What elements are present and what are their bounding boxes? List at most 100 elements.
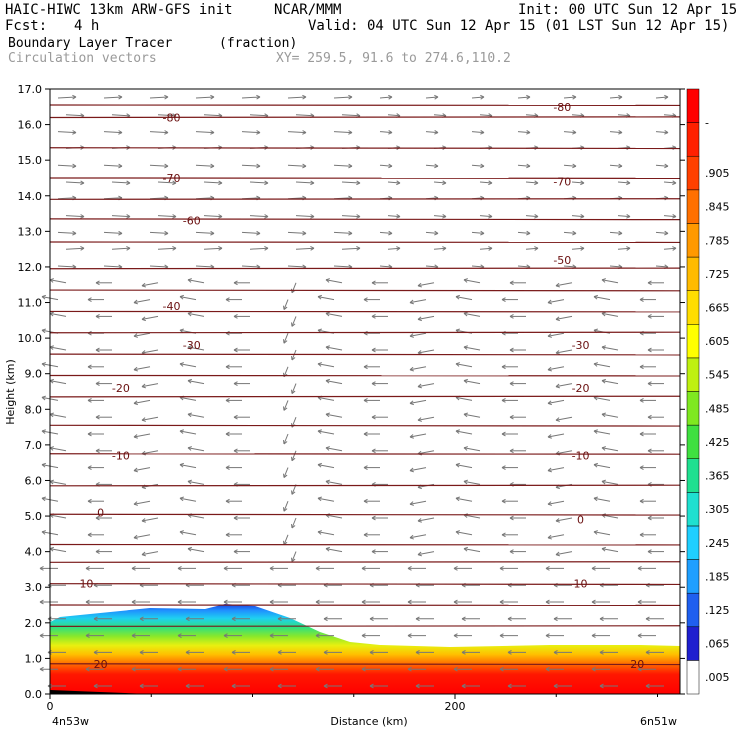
vector-arrow — [187, 479, 205, 485]
vector-arrow — [325, 446, 343, 452]
vector-arrow — [291, 383, 297, 394]
vector-arrow — [291, 551, 297, 562]
vector-arrow — [409, 534, 427, 540]
vector-arrow — [417, 349, 435, 355]
vector-arrow — [417, 315, 435, 322]
vector-arrow — [333, 130, 353, 135]
colorbar-label: - — [705, 117, 709, 130]
vector-arrow — [333, 230, 353, 236]
vector-arrow — [85, 599, 104, 605]
colorbar-label: .365 — [705, 470, 730, 483]
vector-arrow — [363, 465, 380, 470]
vector-arrow — [269, 633, 288, 638]
vector-arrow — [133, 467, 151, 473]
vector-arrow — [655, 230, 669, 236]
vector-arrow — [233, 381, 250, 386]
vector-arrow — [195, 163, 215, 169]
vector-arrow — [111, 214, 131, 219]
vector-arrow — [501, 498, 518, 504]
vector-arrow — [409, 332, 427, 338]
vector-arrow — [333, 94, 353, 100]
vector-arrow — [249, 246, 269, 251]
vector-arrow — [203, 246, 223, 251]
vector-arrow — [49, 446, 67, 452]
vector-arrow — [647, 515, 664, 521]
vector-arrow — [453, 666, 472, 672]
vector-arrow — [639, 431, 656, 437]
vector-arrow — [455, 429, 473, 435]
vector-arrow — [133, 500, 151, 506]
vector-arrow — [609, 94, 623, 100]
vector-arrow — [363, 498, 380, 504]
vector-arrow — [225, 532, 242, 538]
vector-arrow — [317, 496, 335, 502]
vector-arrow — [601, 446, 619, 452]
vector-arrow — [131, 599, 150, 605]
tracer-region — [50, 604, 680, 694]
vector-arrow — [87, 465, 104, 470]
vector-arrow — [601, 278, 619, 284]
contour-label: 20 — [94, 658, 108, 671]
vector-arrow — [39, 633, 58, 638]
vector-arrow — [287, 130, 307, 135]
vector-arrow — [95, 314, 112, 319]
vector-arrow — [295, 180, 315, 186]
vector-arrow — [149, 130, 169, 135]
vector-arrow — [547, 366, 565, 372]
vector-arrow — [139, 683, 158, 689]
vector-arrow — [639, 465, 656, 470]
y-tick-label: 15.0 — [18, 154, 43, 167]
colorbar-label: .305 — [705, 503, 730, 516]
x-tick-label: 0 — [47, 700, 54, 713]
contour-label: -20 — [112, 382, 130, 395]
vector-arrow — [325, 345, 343, 351]
fcst-value: 4 h — [74, 18, 100, 34]
y-tick-label: 13.0 — [18, 225, 43, 238]
vector-arrow — [149, 230, 169, 236]
contour-line — [49, 147, 681, 150]
vector-arrow — [433, 213, 447, 219]
vector-arrow — [463, 546, 481, 553]
vector-arrow — [295, 246, 315, 251]
vector-arrow — [639, 532, 656, 538]
vector-arrow — [507, 616, 526, 622]
vector-arrow — [655, 195, 669, 201]
vector-arrow — [287, 163, 307, 169]
y-tick-label: 3.0 — [25, 581, 43, 594]
vector-arrow — [363, 532, 380, 538]
vector-arrow — [363, 364, 380, 370]
vector-arrow — [49, 546, 67, 553]
vector-arrow — [185, 616, 204, 622]
vector-arrow — [593, 294, 611, 301]
vector-arrow — [599, 650, 618, 655]
vector-arrow — [555, 315, 573, 322]
vector-arrow — [361, 633, 380, 638]
vector-arrow — [317, 294, 335, 301]
vector-arrow — [87, 498, 104, 504]
vector-arrow — [223, 666, 242, 672]
vector-arrow — [65, 180, 85, 186]
vector-arrow — [639, 398, 656, 403]
vector-arrow — [363, 297, 380, 302]
contour-label: 10 — [574, 578, 588, 591]
vector-arrow — [601, 546, 619, 553]
colorbar-swatch — [686, 189, 700, 224]
vector-arrow — [593, 530, 611, 536]
contour-line — [49, 198, 681, 201]
vector-arrow — [93, 650, 112, 655]
vector-arrow — [517, 163, 531, 169]
vector-arrow — [325, 479, 343, 485]
vector-arrow — [545, 599, 564, 605]
vector-arrow — [499, 666, 518, 672]
vector-arrow — [563, 163, 577, 169]
vector-arrow — [179, 294, 197, 301]
vector-arrow — [95, 414, 112, 420]
vector-arrow — [325, 378, 343, 385]
contour-line — [49, 353, 681, 356]
vector-arrow — [57, 130, 77, 135]
vector-arrow — [463, 378, 481, 385]
colorbar-label: .545 — [705, 369, 730, 382]
vector-arrow — [283, 433, 289, 445]
vector-arrow — [599, 616, 618, 622]
vector-arrow — [179, 496, 197, 502]
